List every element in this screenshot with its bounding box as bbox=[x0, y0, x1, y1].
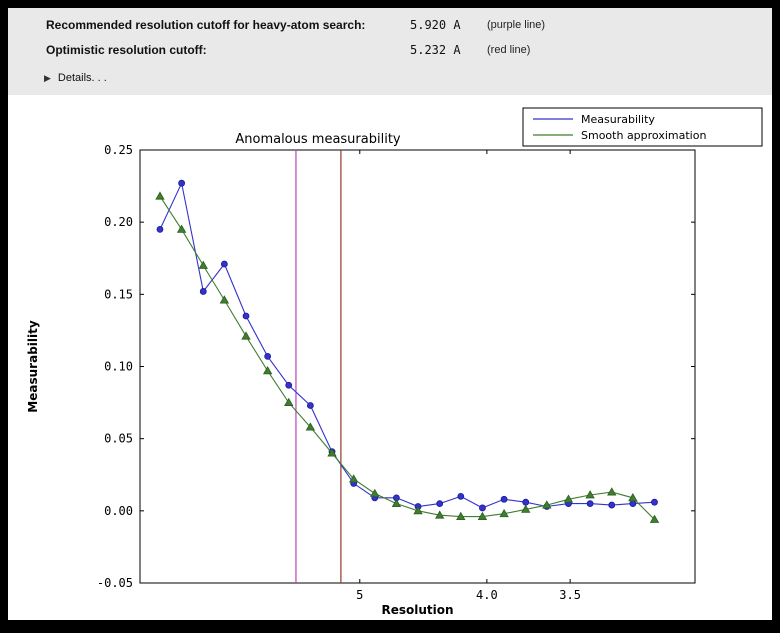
circle-marker bbox=[586, 500, 594, 508]
y-tick-label: 0.15 bbox=[104, 287, 133, 301]
recommended-cutoff-label: Recommended resolution cutoff for heavy-… bbox=[46, 18, 366, 32]
optimistic-cutoff-value: 5.232 A bbox=[410, 43, 461, 57]
smooth-approximation-series bbox=[155, 191, 660, 523]
triangle-marker bbox=[607, 487, 617, 496]
legend: Measurability Smooth approximation bbox=[522, 107, 763, 147]
summary-panel: Recommended resolution cutoff for heavy-… bbox=[8, 8, 772, 95]
chart-figure: 0.25 0.20 0.15 0.10 0.05 0.00 -0.05 5 4.0 3.5 Anom… bbox=[8, 95, 772, 620]
triangle-marker bbox=[198, 260, 208, 269]
circle-marker bbox=[156, 225, 164, 233]
circle-marker bbox=[242, 312, 250, 320]
series-line bbox=[159, 181, 655, 509]
triangle-marker bbox=[413, 506, 423, 515]
circle-marker bbox=[306, 402, 314, 409]
recommended-cutoff-note: (purple line) bbox=[487, 19, 546, 31]
legend-entry-label: Smooth approximation bbox=[581, 129, 706, 142]
triangle-marker bbox=[521, 504, 531, 513]
legend-entry-label: Measurability bbox=[581, 113, 655, 126]
details-label: Details. . . bbox=[57, 72, 107, 84]
circle-marker bbox=[285, 381, 293, 389]
x-axis-label: Resolution bbox=[381, 603, 453, 617]
y-tick-label: 0.05 bbox=[104, 432, 133, 446]
triangle-marker bbox=[542, 500, 552, 509]
triangle-marker bbox=[348, 474, 359, 483]
triangle-marker bbox=[477, 511, 488, 521]
y-tick-label: 0.25 bbox=[104, 143, 133, 157]
triangle-marker bbox=[370, 488, 380, 497]
triangle-marker bbox=[585, 490, 595, 499]
x-tick-label: 3.5 bbox=[559, 588, 581, 602]
optimistic-cutoff-note: (red line) bbox=[487, 44, 531, 56]
x-tick-label: 4.0 bbox=[476, 588, 498, 602]
optimistic-cutoff-label: Optimistic resolution cutoff: bbox=[46, 43, 207, 57]
anomalous-measurability-chart: 0.25 0.20 0.15 0.10 0.05 0.00 -0.05 5 4.0 3.5 Anom… bbox=[26, 107, 763, 617]
triangle-marker bbox=[305, 422, 316, 431]
circle-marker bbox=[629, 500, 637, 508]
circle-marker bbox=[651, 498, 658, 506]
circle-marker bbox=[264, 352, 272, 360]
triangle-marker bbox=[241, 331, 251, 340]
triangle-marker bbox=[435, 510, 445, 519]
recommended-cutoff-value: 5.920 A bbox=[410, 18, 461, 32]
triangle-marker bbox=[391, 498, 402, 508]
y-tick-label: 0.20 bbox=[104, 215, 133, 229]
triangle-marker bbox=[628, 493, 638, 502]
recommended-cutoff-row: Recommended resolution cutoff for heavy-… bbox=[8, 18, 772, 34]
triangle-marker bbox=[456, 511, 466, 521]
triangle-marker bbox=[649, 514, 660, 523]
axes-frame bbox=[139, 149, 696, 584]
circle-marker bbox=[479, 504, 486, 512]
details-disclosure[interactable]: ▶ Details. . . bbox=[44, 72, 107, 84]
y-tick-label: 0.00 bbox=[104, 504, 133, 518]
triangle-marker bbox=[176, 224, 187, 233]
series-line bbox=[159, 195, 655, 520]
axis-ticks: 0.25 0.20 0.15 0.10 0.05 0.00 -0.05 5 4.0 3.5 bbox=[97, 143, 695, 602]
disclosure-triangle-icon: ▶ bbox=[44, 72, 51, 83]
circle-marker bbox=[522, 498, 530, 506]
triangle-marker bbox=[155, 191, 165, 200]
x-tick-label: 5 bbox=[356, 588, 363, 602]
circle-marker bbox=[220, 260, 228, 268]
chart-title: Anomalous measurability bbox=[235, 132, 401, 147]
triangle-marker bbox=[284, 397, 294, 406]
triangle-marker bbox=[563, 494, 574, 503]
y-tick-label: 0.10 bbox=[104, 360, 133, 374]
triangle-marker bbox=[219, 295, 230, 304]
y-tick-label: -0.05 bbox=[97, 576, 133, 590]
circle-marker bbox=[500, 495, 508, 503]
triangle-marker bbox=[262, 366, 273, 375]
y-axis-label: Measurability bbox=[26, 320, 40, 413]
optimistic-cutoff-row: Optimistic resolution cutoff: 5.232 A (r… bbox=[8, 43, 772, 59]
circle-marker bbox=[436, 500, 444, 508]
circle-marker bbox=[608, 501, 616, 509]
legend-box bbox=[522, 107, 763, 147]
triangle-marker bbox=[499, 508, 509, 518]
circle-marker bbox=[199, 288, 207, 295]
circle-marker bbox=[457, 492, 465, 500]
circle-marker bbox=[178, 179, 186, 187]
triangle-marker bbox=[327, 448, 337, 457]
